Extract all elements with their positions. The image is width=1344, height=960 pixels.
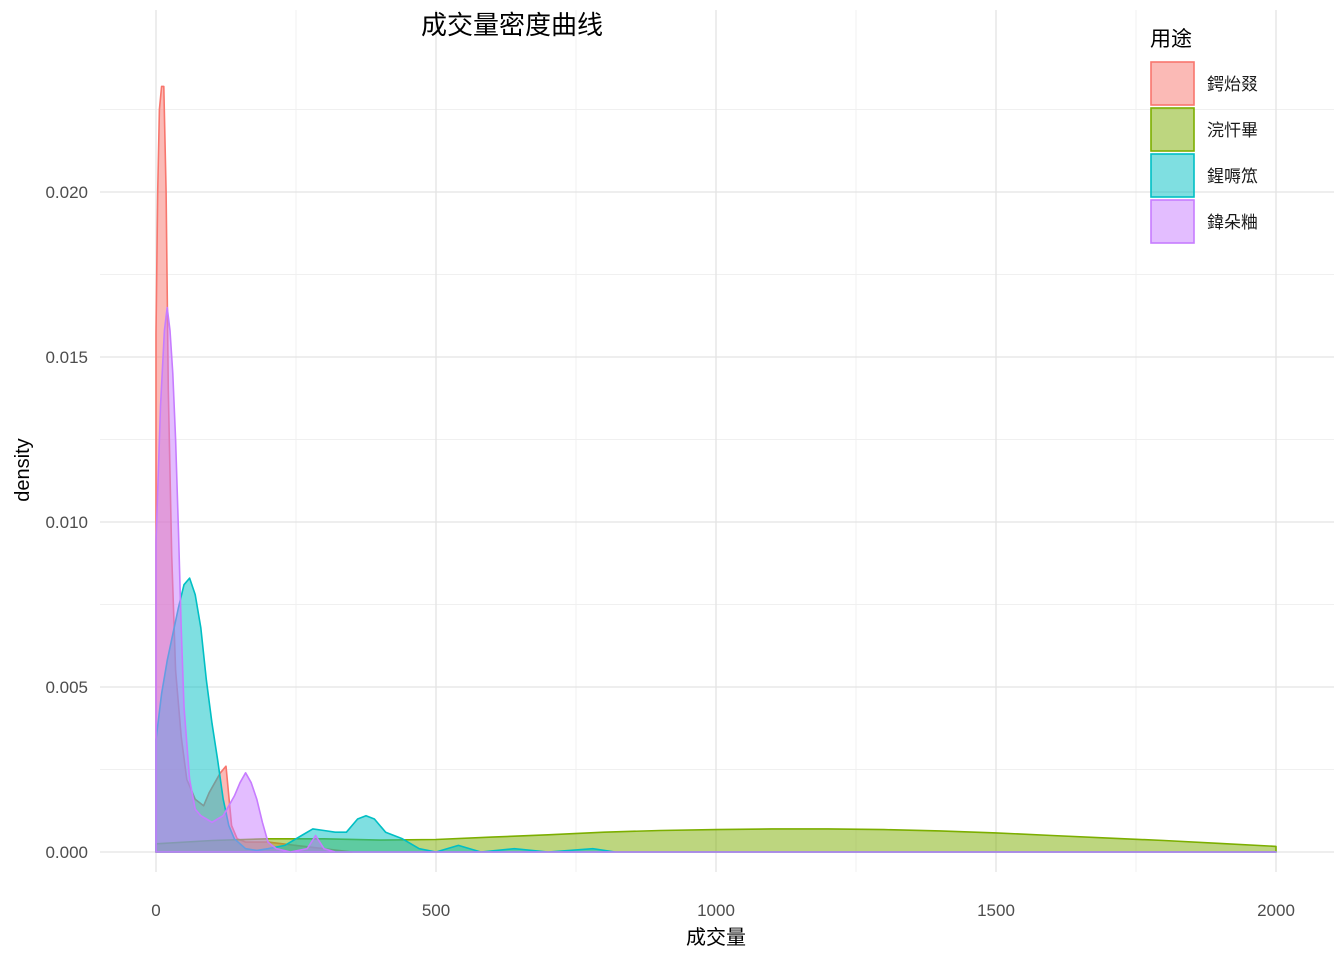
- legend-label-2: 鍟嗕笟: [1207, 167, 1258, 187]
- y-tick-label: 0.020: [45, 183, 88, 202]
- density-area-2: [155, 577, 1277, 853]
- legend-swatch-0: [1150, 61, 1195, 106]
- y-axis-ticks: 0.000 0.005 0.010 0.015 0.020: [45, 183, 88, 862]
- density-areas: [155, 85, 1277, 853]
- x-tick-label: 2000: [1257, 901, 1295, 920]
- legend-label-0: 鍔炲叕: [1207, 75, 1258, 95]
- legend-label-3: 鍏朵粬: [1207, 213, 1258, 233]
- x-tick-label: 1000: [697, 901, 735, 920]
- y-tick-label: 0.000: [45, 843, 88, 862]
- grid: [100, 10, 1334, 872]
- x-axis-ticks: 0 500 1000 1500 2000: [151, 901, 1295, 920]
- legend-swatch-2: [1150, 153, 1195, 198]
- legend-swatch-3: [1150, 199, 1195, 244]
- x-tick-label: 0: [151, 901, 160, 920]
- x-tick-label: 500: [422, 901, 450, 920]
- x-tick-label: 1500: [977, 901, 1015, 920]
- y-tick-label: 0.015: [45, 348, 88, 367]
- legend-title: 用途: [1150, 27, 1192, 51]
- y-axis-title: density: [12, 438, 34, 501]
- y-tick-label: 0.005: [45, 678, 88, 697]
- x-axis-title: 成交量: [686, 925, 746, 949]
- chart-title: 成交量密度曲线: [421, 11, 603, 41]
- legend-label-1: 浣忓畢: [1207, 121, 1258, 141]
- density-area-3: [155, 306, 1277, 853]
- y-tick-label: 0.010: [45, 513, 88, 532]
- legend-swatch-1: [1150, 107, 1195, 152]
